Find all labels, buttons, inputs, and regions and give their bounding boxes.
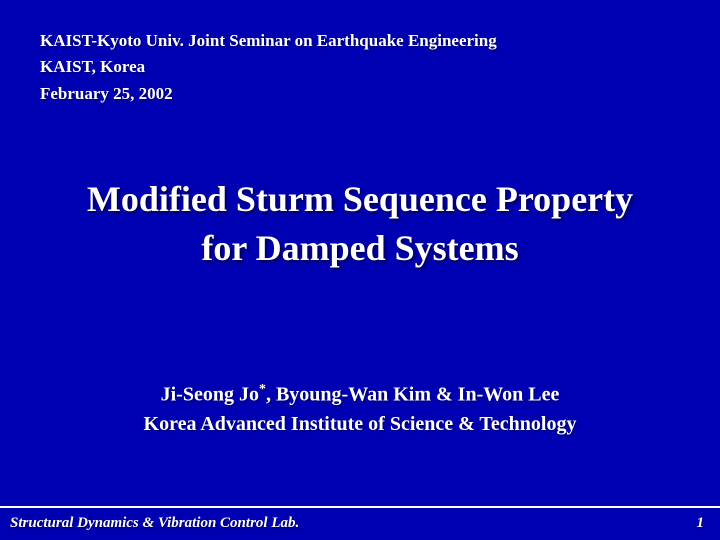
event-name: KAIST-Kyoto Univ. Joint Seminar on Earth… [40, 28, 680, 54]
event-header: KAIST-Kyoto Univ. Joint Seminar on Earth… [40, 28, 680, 107]
event-date: February 25, 2002 [40, 81, 680, 107]
title-line-1: Modified Sturm Sequence Property [0, 175, 720, 224]
footer-page-number: 1 [697, 515, 705, 532]
footer-lab-name: Structural Dynamics & Vibration Control … [10, 515, 299, 532]
author-first: Ji-Seong Jo [161, 384, 259, 406]
event-location: KAIST, Korea [40, 54, 680, 80]
slide-title: Modified Sturm Sequence Property for Dam… [0, 175, 720, 272]
slide-footer: Structural Dynamics & Vibration Control … [0, 506, 720, 540]
title-line-2: for Damped Systems [0, 224, 720, 273]
author-names: Ji-Seong Jo*, Byoung-Wan Kim & In-Won Le… [0, 380, 720, 410]
author-asterisk: * [259, 382, 266, 397]
footer-divider [0, 506, 720, 508]
author-rest: , Byoung-Wan Kim & In-Won Lee [266, 384, 559, 406]
authors: Ji-Seong Jo*, Byoung-Wan Kim & In-Won Le… [0, 380, 720, 439]
author-affiliation: Korea Advanced Institute of Science & Te… [0, 410, 720, 439]
